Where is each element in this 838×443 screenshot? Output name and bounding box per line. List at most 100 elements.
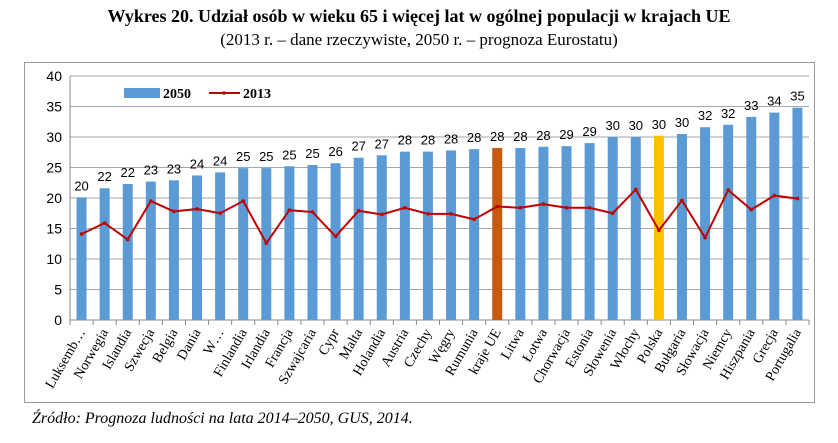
- bar-2050: [122, 183, 133, 320]
- bar-value-label: 33: [744, 98, 758, 113]
- line-2013-point: [633, 187, 638, 192]
- y-tick-label: 15: [46, 221, 62, 237]
- line-2013: [81, 187, 798, 246]
- line-2013-point: [102, 221, 107, 225]
- y-tick-label: 30: [46, 129, 62, 145]
- line-2013-point: [287, 208, 292, 212]
- line-2013-point: [333, 234, 338, 239]
- chart-frame: [24, 62, 815, 403]
- bar-2050: [630, 137, 641, 320]
- line-2013-point: [518, 205, 523, 210]
- y-tick-label: 10: [46, 251, 62, 267]
- bar-value-label: 30: [675, 115, 689, 130]
- line-2013-point: [472, 217, 476, 222]
- legend-marker-2013: [222, 91, 226, 95]
- bar-2050: [145, 181, 156, 320]
- line-2013-point: [264, 241, 269, 245]
- y-tick-label: 35: [46, 99, 62, 115]
- bar-2050: [746, 116, 757, 321]
- bar-value-label: 27: [375, 136, 389, 151]
- bar-value-label: 30: [629, 118, 643, 133]
- bar-value-label: 34: [767, 94, 781, 109]
- chart-subtitle: (2013 r. – dane rzeczywiste, 2050 r. – p…: [220, 30, 618, 49]
- bar-value-label: 25: [259, 149, 273, 164]
- bar-value-label: 29: [559, 127, 573, 142]
- chart-title: Wykres 20. Udział osób w wieku 65 i więc…: [107, 6, 731, 26]
- line-2013-point: [172, 209, 176, 214]
- line-2013-point: [125, 237, 130, 242]
- line-2013-point: [449, 212, 453, 216]
- bar-2050: [515, 147, 526, 320]
- bar-value-label: 35: [790, 89, 804, 104]
- line-2013-point: [795, 196, 800, 201]
- bar-2050: [607, 137, 618, 320]
- line-2013-point: [379, 212, 384, 217]
- line-2013-point: [218, 211, 222, 216]
- bar-value-label: 32: [698, 108, 712, 123]
- line-2013-point: [772, 193, 777, 198]
- bar-2050: [215, 172, 226, 320]
- legend-label-2050: 2050: [163, 87, 191, 102]
- bar-value-label: 30: [652, 117, 666, 132]
- line-2013-point: [587, 205, 592, 210]
- bar-2050: [469, 149, 480, 320]
- bar-2050: [376, 155, 387, 320]
- bar-value-label: 23: [144, 163, 158, 178]
- bar-value-label: 28: [536, 128, 550, 143]
- bar-value-label: 23: [167, 161, 181, 176]
- line-2013-point: [195, 207, 199, 211]
- bar-value-label: 27: [351, 139, 365, 154]
- y-tick-label: 40: [46, 68, 62, 84]
- bar-2050: [676, 133, 687, 320]
- line-2013-point: [749, 207, 754, 212]
- bar-value-label: 25: [282, 147, 296, 162]
- line-2013-point: [356, 209, 361, 213]
- line-2013-point: [680, 198, 684, 203]
- line-2013-point: [495, 204, 500, 209]
- bar-2050: [192, 175, 203, 320]
- legend-label-2013: 2013: [243, 87, 271, 102]
- bar-value-label: 25: [236, 149, 250, 164]
- bar-2050: [330, 163, 341, 320]
- bar-2050: [792, 107, 803, 320]
- line-2013-point: [310, 210, 315, 214]
- bar-2050: [584, 143, 595, 320]
- bar-value-label: 28: [444, 131, 458, 146]
- bar-2050: [307, 165, 318, 320]
- y-tick-label: 0: [54, 312, 62, 328]
- bar-value-label: 28: [467, 130, 481, 145]
- bar-value-label: 29: [582, 124, 596, 139]
- bar-2050: [422, 151, 433, 320]
- bar-value-label: 28: [490, 129, 504, 144]
- bar-2050: [399, 151, 410, 320]
- bar-value-label: 32: [721, 106, 735, 121]
- y-tick-label: 20: [46, 190, 62, 206]
- bar-value-label: 22: [97, 169, 111, 184]
- y-tick-label: 5: [54, 282, 62, 298]
- bar-2050: [561, 146, 572, 320]
- bar-value-label: 24: [213, 153, 227, 168]
- line-2013-point: [426, 212, 430, 216]
- x-tick-label: Dania: [175, 326, 205, 363]
- bar-value-label: 28: [421, 133, 435, 148]
- bar-value-label: 28: [398, 133, 412, 148]
- bar-value-label: 22: [121, 165, 135, 180]
- source-note: Źródło: Prognoza ludności na lata 2014–2…: [32, 410, 413, 427]
- line-2013-point: [541, 202, 546, 206]
- line-2013-point: [149, 199, 153, 203]
- bar-2050: [700, 127, 711, 321]
- bar-2050: [99, 188, 110, 320]
- bar-2050: [353, 157, 364, 320]
- line-2013-point: [610, 211, 615, 216]
- bar-2050: [653, 135, 664, 320]
- x-tick-label: Belgia: [150, 326, 182, 366]
- bar-2050: [769, 112, 780, 320]
- bar-value-label: 25: [305, 146, 319, 161]
- bar-2050: [538, 146, 549, 320]
- legend-swatch-2050: [124, 88, 160, 98]
- bar-2050: [446, 150, 457, 320]
- line-2013-point: [403, 205, 407, 210]
- bar-2050: [168, 180, 179, 320]
- line-2013-point: [657, 228, 661, 233]
